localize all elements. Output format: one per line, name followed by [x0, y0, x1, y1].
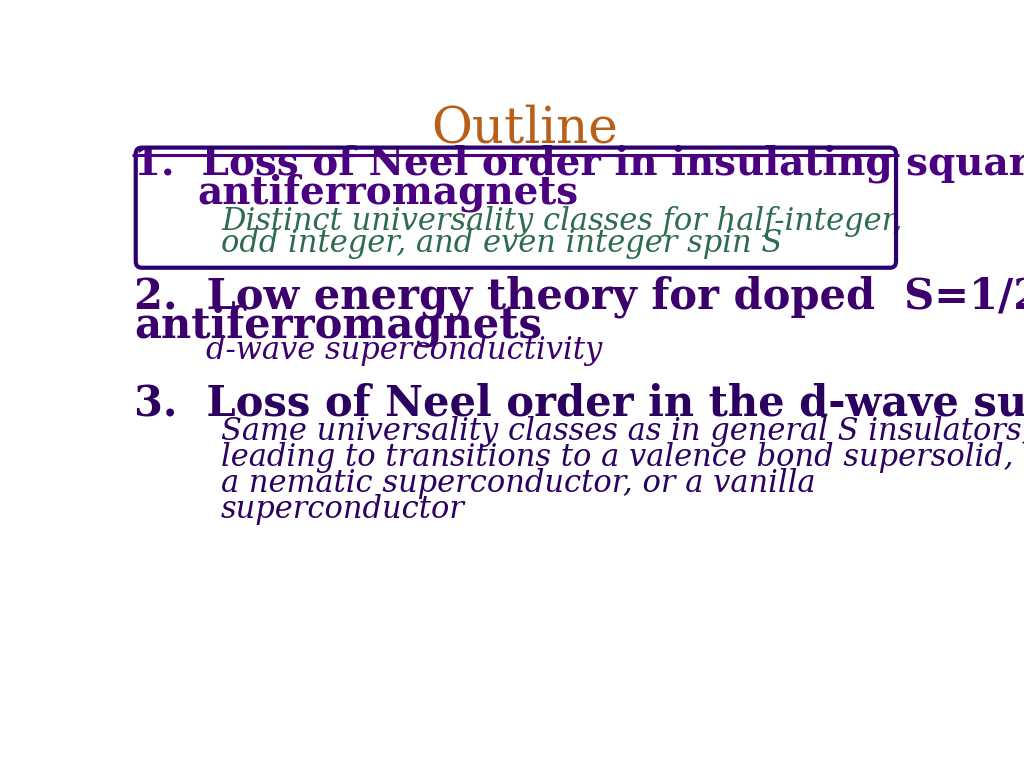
Text: Distinct universality classes for half-integer,: Distinct universality classes for half-i…: [221, 206, 902, 237]
Text: antiferromagnets: antiferromagnets: [134, 305, 542, 347]
Text: 1.  Loss of Neel order in insulating square lattice: 1. Loss of Neel order in insulating squa…: [134, 144, 1024, 183]
Text: Same universality classes as in general S insulators,: Same universality classes as in general …: [221, 415, 1024, 446]
Text: 2.  Low energy theory for doped  S=1/2: 2. Low energy theory for doped S=1/2: [134, 276, 1024, 318]
Text: a nematic superconductor, or a vanilla: a nematic superconductor, or a vanilla: [221, 468, 815, 499]
Text: d-wave superconductivity: d-wave superconductivity: [206, 336, 602, 366]
Text: antiferromagnets: antiferromagnets: [198, 174, 579, 212]
Text: superconductor: superconductor: [221, 494, 465, 525]
Text: leading to transitions to a valence bond supersolid,: leading to transitions to a valence bond…: [221, 442, 1014, 473]
Text: odd integer, and even integer spin S: odd integer, and even integer spin S: [221, 227, 782, 259]
Text: 3.  Loss of Neel order in the d-wave superconductor: 3. Loss of Neel order in the d-wave supe…: [134, 383, 1024, 425]
Text: Outline: Outline: [431, 104, 618, 154]
